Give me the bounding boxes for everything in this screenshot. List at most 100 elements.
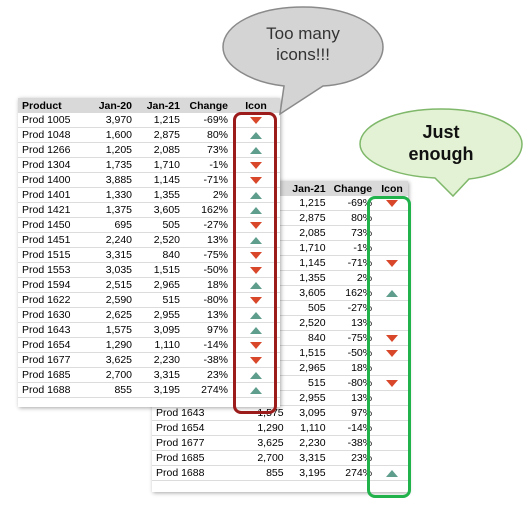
icon-cell — [376, 255, 408, 271]
triangle-down-icon — [250, 176, 262, 184]
change-cell: 80% — [329, 210, 377, 226]
just-enough-bubble: Just enough — [357, 106, 525, 198]
change-cell: -71% — [184, 172, 232, 188]
triangle-up-icon — [250, 281, 262, 289]
icon-cell — [376, 196, 408, 211]
product-cell: Prod 1266 — [18, 142, 88, 158]
icon-cell — [232, 322, 280, 338]
product-cell: Prod 1685 — [152, 450, 233, 466]
jan20-cell: 855 — [232, 465, 288, 481]
jan20-cell: 3,970 — [88, 113, 136, 128]
change-cell: 13% — [329, 390, 377, 406]
icon-cell — [232, 337, 280, 353]
jan21-cell: 840 — [136, 247, 184, 263]
icon-cell — [376, 450, 408, 466]
table-row: Prod 1630 2,625 2,955 13% — [18, 307, 280, 323]
product-cell: Prod 1630 — [18, 307, 88, 323]
triangle-up-icon — [250, 311, 262, 319]
triangle-up-icon — [250, 131, 262, 139]
product-cell: Prod 1654 — [18, 337, 88, 353]
triangle-up-icon — [250, 386, 262, 394]
front-table: Product Jan-20 Jan-21 Change Icon Prod 1… — [18, 98, 280, 398]
change-cell: 73% — [184, 142, 232, 158]
jan20-cell: 3,625 — [88, 352, 136, 368]
jan21-cell: 3,605 — [287, 285, 330, 301]
table-row: Prod 1654 1,290 1,110 -14% — [18, 337, 280, 353]
too-many-icons-text: Too many icons!!! — [266, 24, 340, 64]
jan21-cell: 2,520 — [287, 315, 330, 331]
jan20-cell: 1,205 — [88, 142, 136, 158]
triangle-up-icon — [250, 371, 262, 379]
icon-cell — [376, 345, 408, 361]
jan20-cell: 1,735 — [88, 157, 136, 173]
jan21-cell: 515 — [287, 375, 330, 391]
product-cell: Prod 1401 — [18, 187, 88, 203]
triangle-up-icon — [386, 289, 399, 297]
jan21-cell: 2,965 — [287, 360, 330, 376]
change-cell: -69% — [329, 196, 377, 211]
triangle-down-icon — [386, 379, 399, 387]
triangle-down-icon — [250, 161, 262, 169]
change-cell: 13% — [184, 307, 232, 323]
triangle-down-icon — [386, 259, 399, 267]
triangle-up-icon — [386, 469, 399, 477]
change-cell: 73% — [329, 225, 377, 241]
triangle-down-icon — [386, 199, 399, 207]
jan20-cell: 3,315 — [88, 247, 136, 263]
jan21-cell: 2,230 — [287, 435, 330, 451]
change-cell: -38% — [329, 435, 377, 451]
change-cell: -27% — [184, 217, 232, 233]
icon-cell — [376, 330, 408, 346]
change-cell: 23% — [329, 450, 377, 466]
jan20-cell: 2,515 — [88, 277, 136, 293]
icon-cell — [232, 307, 280, 323]
change-cell: -80% — [184, 292, 232, 308]
change-cell: 23% — [184, 367, 232, 383]
jan21-cell: 1,355 — [287, 270, 330, 286]
jan20-cell: 3,625 — [232, 435, 288, 451]
icon-cell — [232, 113, 280, 128]
product-cell: Prod 1643 — [152, 405, 233, 421]
product-cell: Prod 1654 — [152, 420, 233, 436]
product-cell: Prod 1451 — [18, 232, 88, 248]
jan20-cell: 2,700 — [88, 367, 136, 383]
jan21-cell: 3,315 — [136, 367, 184, 383]
jan20-cell: 1,290 — [88, 337, 136, 353]
product-cell: Prod 1622 — [18, 292, 88, 308]
jan20-cell: 1,600 — [88, 127, 136, 143]
product-cell: Prod 1553 — [18, 262, 88, 278]
product-cell: Prod 1400 — [18, 172, 88, 188]
table-row: Prod 1643 1,575 3,095 97% — [18, 322, 280, 338]
icon-cell — [376, 360, 408, 376]
jan21-cell: 1,710 — [287, 240, 330, 256]
jan21-cell: 2,875 — [287, 210, 330, 226]
icon-cell — [232, 187, 280, 203]
triangle-up-icon — [250, 236, 262, 244]
product-cell: Prod 1688 — [18, 382, 88, 398]
jan20-cell: 3,035 — [88, 262, 136, 278]
too-many-icons-outline — [233, 112, 277, 414]
jan21-cell: 3,095 — [136, 322, 184, 338]
change-cell: -14% — [184, 337, 232, 353]
icon-cell — [376, 225, 408, 241]
change-cell: 13% — [329, 315, 377, 331]
jan21-cell: 1,355 — [136, 187, 184, 203]
product-cell: Prod 1450 — [18, 217, 88, 233]
jan21-cell: 3,315 — [287, 450, 330, 466]
just-enough-text: Just enough — [408, 122, 474, 164]
change-cell: -27% — [329, 300, 377, 316]
table-row: Prod 1451 2,240 2,520 13% — [18, 232, 280, 248]
icon-cell — [232, 262, 280, 278]
just-enough-icons-outline — [367, 196, 411, 498]
front-header-icon: Icon — [232, 98, 280, 113]
product-cell: Prod 1421 — [18, 202, 88, 218]
jan21-cell: 1,145 — [136, 172, 184, 188]
icon-cell — [232, 382, 280, 398]
table-row: Prod 1553 3,035 1,515 -50% — [18, 262, 280, 278]
front-header-product: Product — [18, 98, 88, 113]
jan21-cell: 2,230 — [136, 352, 184, 368]
jan21-cell: 1,215 — [136, 113, 184, 128]
table-row: Prod 1677 3,625 2,230 -38% — [18, 352, 280, 368]
jan21-cell: 2,965 — [136, 277, 184, 293]
icon-cell — [232, 232, 280, 248]
